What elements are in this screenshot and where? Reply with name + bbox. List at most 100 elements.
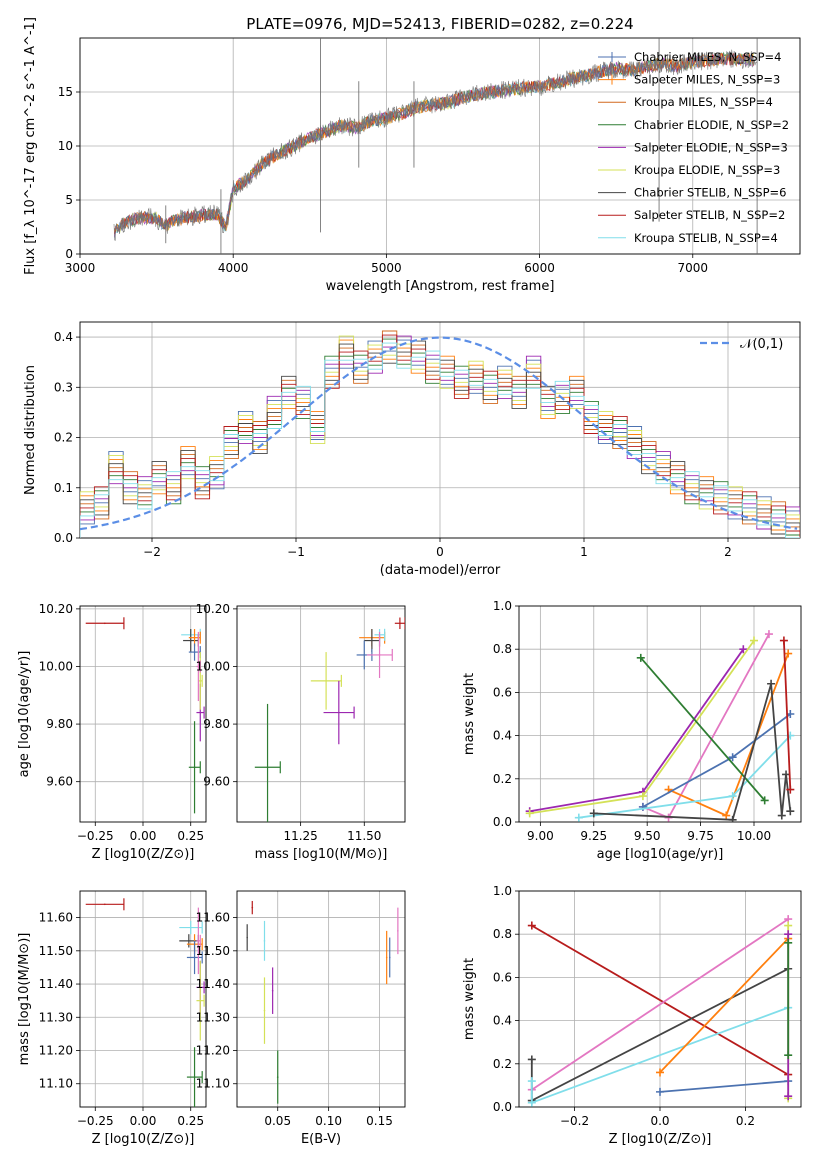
y-tick-label: 11.30 (196, 1010, 230, 1024)
axes-frame (518, 605, 802, 823)
data-point (251, 906, 254, 909)
weight-marker (767, 679, 776, 688)
grid (519, 605, 801, 823)
x-tick-label: 10.00 (737, 829, 771, 843)
data-point (104, 622, 106, 625)
data-point (246, 936, 248, 939)
weight-marker (739, 645, 748, 654)
normal-curve (80, 336, 798, 531)
weight-marker (728, 792, 737, 801)
x-axis-label: E(B-V) (301, 1132, 341, 1147)
y-tick-label: 11.50 (39, 944, 73, 958)
x-tick-label: −0.25 (77, 1114, 114, 1128)
grid (237, 891, 405, 1107)
y-tick-label: 0.0 (493, 815, 512, 829)
y-tick-label: 0.0 (493, 1100, 512, 1114)
x-tick-label: 4000 (218, 261, 249, 275)
data-point (193, 1076, 196, 1078)
y-tick-label: 11.10 (39, 1077, 73, 1091)
y-tick-label: 10.00 (196, 659, 230, 673)
x-tick-label: −0.25 (77, 829, 114, 843)
x-tick-label: 11.50 (347, 829, 381, 843)
weight-marker (527, 921, 536, 930)
legend-label: Kroupa STELIB, N_SSP=4 (634, 231, 778, 245)
y-axis-label: Flux [f_λ 10^-17 erg cm^-2 s^-1 A^-1] (23, 17, 38, 275)
y-tick-label: 0.4 (493, 729, 512, 743)
weight-marker (786, 785, 795, 794)
weight-marker (728, 815, 737, 822)
data-point (189, 639, 192, 642)
x-tick-label: 1 (580, 545, 588, 559)
histogram-series (80, 342, 800, 538)
figure-title: PLATE=0976, MJD=52413, FIBERID=0282, z=0… (246, 15, 633, 33)
y-tick-label: 0 (65, 247, 73, 261)
x-tick-label: 6000 (524, 261, 555, 275)
x-tick-label: 0.25 (177, 829, 204, 843)
weight-marker (786, 807, 795, 816)
y-tick-label: 0.4 (493, 1014, 512, 1028)
y-tick-label: 11.60 (39, 911, 73, 925)
weight-marker (527, 1077, 536, 1086)
weight-marker (784, 930, 793, 939)
x-tick-label: 0.25 (177, 1114, 204, 1128)
mass-vs-ebv-panel: 0.05 0.10 0.15 11.10 11.20 11.30 11.40 11.50 11.… (196, 890, 406, 1147)
histogram-series (80, 334, 800, 538)
legend-label: Chabrier ELODIE, N_SSP=2 (634, 118, 789, 132)
legend-label: Kroupa ELODIE, N_SSP=3 (634, 163, 780, 177)
x-axis-label: Z [log10(Z/Z⊙)] (609, 1132, 712, 1147)
weight-marker (750, 636, 758, 645)
data-point (276, 1076, 279, 1078)
data-point (193, 766, 196, 769)
plot-area (525, 630, 795, 822)
weight-line (659, 1080, 789, 1093)
y-tick-label: 11.10 (196, 1077, 230, 1091)
weight-line (531, 924, 789, 1076)
weight-line (593, 683, 792, 821)
x-tick-label: 11.25 (283, 829, 317, 843)
weight-marker (527, 1098, 536, 1107)
weight-marker (638, 792, 647, 801)
data-point (189, 926, 192, 929)
y-tick-label: 10.20 (39, 602, 73, 616)
legend-label: Salpeter MILES, N_SSP=3 (634, 73, 780, 87)
weight-marker (784, 1092, 793, 1101)
weight-marker (728, 753, 737, 762)
data-point (378, 654, 381, 656)
plot-area (254, 617, 405, 822)
x-tick-label: 0.05 (264, 1114, 291, 1128)
y-tick-label: 1.0 (493, 599, 512, 613)
x-axis-label: Z [log10(Z/Z⊙)] (92, 847, 195, 862)
axes-frame (236, 890, 406, 1108)
y-tick-label: 9.80 (203, 717, 230, 731)
data-point (263, 940, 266, 942)
y-tick-label: 0.4 (54, 330, 73, 344)
axes-frame (518, 890, 802, 1108)
x-axis-label: Z [log10(Z/Z⊙)] (92, 1132, 195, 1147)
mass-vs-metallicity-panel: −0.25 0.00 0.25 11.10 11.20 11.30 11.40 11.50 11… (17, 890, 207, 1147)
y-tick-label: 5 (65, 193, 73, 207)
x-tick-label: −1 (287, 545, 305, 559)
weight-marker (527, 1055, 536, 1064)
x-tick-label: 0.00 (130, 829, 157, 843)
weight-marker (784, 938, 793, 947)
weight-marker (764, 630, 773, 639)
plot-area (246, 900, 399, 1104)
weight-line (783, 640, 792, 790)
legend-label: Kroupa MILES, N_SSP=4 (634, 95, 773, 109)
grid (80, 606, 206, 822)
x-tick-label: 9.50 (634, 829, 661, 843)
y-tick-label: 0.2 (493, 1057, 512, 1071)
data-point (385, 956, 388, 959)
weight-line (642, 633, 770, 819)
x-axis-label: wavelength [Angstrom, rest frame] (326, 279, 555, 294)
data-point (266, 766, 269, 769)
mass-weight-vs-metallicity-panel: −0.2 0.0 0.2 0.0 0.2 0.4 0.6 0.8 1.0 Z [log10(Z/Z… (462, 884, 802, 1147)
data-point (197, 940, 200, 942)
data-point (197, 665, 200, 668)
x-tick-label: −2 (143, 545, 161, 559)
legend: Chabrier MILES, N_SSP=4 Salpeter MILES, N… (598, 50, 789, 245)
y-tick-label: 10.00 (39, 659, 73, 673)
x-tick-label: 0 (436, 545, 444, 559)
data-point (199, 711, 202, 714)
y-tick-label: 0.8 (493, 927, 512, 941)
